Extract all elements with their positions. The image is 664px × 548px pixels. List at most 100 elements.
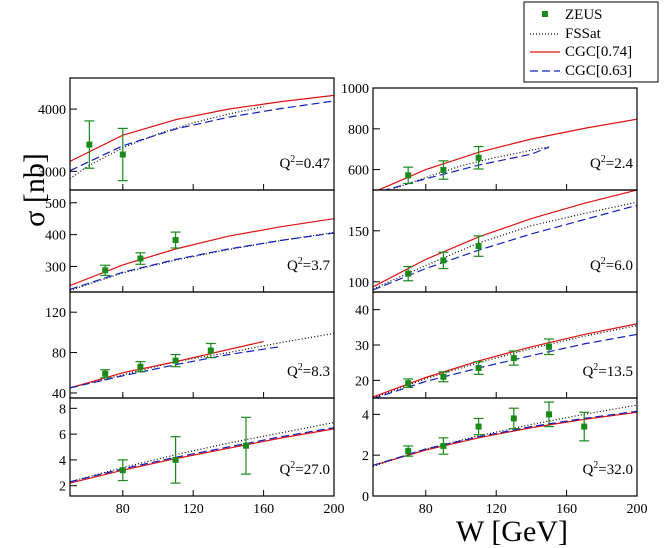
y-tick-label: 40	[355, 304, 369, 319]
q2-letter: Q	[287, 258, 298, 274]
data-point	[510, 415, 517, 422]
y-axis-label: σ [nb]	[18, 153, 51, 227]
data-point	[119, 467, 126, 474]
q2-superscript: 2	[290, 154, 295, 165]
curve-cgc063	[70, 427, 334, 483]
panel-6: 20 30 40 Q2=13.5	[355, 291, 638, 399]
data-point	[440, 373, 447, 380]
panel-frame	[69, 77, 335, 191]
y-tick-label: 80	[52, 347, 66, 362]
y-tick-label: 6	[59, 428, 66, 443]
data-point	[86, 141, 93, 148]
curve-fssat	[373, 404, 637, 467]
data-point	[243, 442, 249, 449]
q2-letter: Q	[287, 364, 298, 380]
panel-4: 100 150 Q2=6.0	[348, 189, 638, 293]
data-point	[546, 411, 552, 418]
panel-2: 600 800 1000 Q2=2.4	[341, 82, 638, 191]
q2-value: =13.5	[598, 364, 633, 380]
q2-value: =0.47	[295, 156, 330, 172]
y-tick-label: 100	[348, 276, 369, 291]
data-point	[440, 257, 447, 264]
legend-marker-zeus	[542, 11, 548, 17]
legend-label-cgc074: CGC[0.74]	[565, 44, 632, 60]
x-tick-label: 80	[419, 502, 433, 517]
legend-label-cgc063: CGC[0.63]	[565, 63, 632, 79]
q2-value: =2.4	[606, 156, 634, 172]
y-tick-label: 4	[59, 454, 66, 469]
data-point	[172, 357, 179, 364]
q2-value: =27.0	[295, 462, 330, 478]
data-point	[405, 172, 412, 179]
q2-superscript: 2	[601, 154, 606, 165]
data-point	[440, 167, 447, 174]
data-point	[119, 151, 126, 158]
q2-value: =3.7	[303, 258, 331, 274]
q2-label: Q2=3.7	[287, 256, 331, 274]
curve-cgc074	[373, 190, 637, 288]
data-point	[405, 270, 412, 277]
data-point	[207, 347, 214, 354]
data-point	[440, 442, 447, 449]
curve-cgc074	[373, 323, 637, 398]
data-point	[102, 370, 109, 377]
y-tick-label: 0	[362, 490, 369, 505]
q2-label: Q2=13.5	[582, 362, 633, 380]
y-tick-label: 2	[362, 449, 369, 464]
curve-cgc074	[70, 428, 334, 484]
q2-label: Q2=0.47	[279, 154, 330, 172]
data-point	[172, 237, 179, 244]
x-tick-label: 120	[486, 502, 507, 517]
q2-letter: Q	[590, 156, 601, 172]
data-point	[546, 343, 552, 350]
curve-cgc074	[377, 118, 637, 190]
y-tick-label: 120	[45, 306, 66, 321]
q2-letter: Q	[582, 364, 593, 380]
y-tick-label: 400	[45, 229, 66, 244]
q2-label: Q2=6.0	[590, 256, 633, 274]
x-axis-label: W [GeV]	[456, 515, 568, 548]
curve-fssat	[70, 332, 334, 389]
q2-label: Q2=32.0	[582, 460, 633, 478]
y-tick-label: 600	[348, 164, 369, 179]
y-tick-label: 20	[355, 374, 369, 389]
y-tick-label: 8	[59, 402, 66, 417]
data-point	[475, 243, 482, 250]
data-point	[475, 154, 482, 161]
curve-cgc063	[70, 100, 334, 172]
legend-label-zeus: ZEUS	[565, 7, 603, 23]
q2-label: Q2=27.0	[279, 460, 330, 478]
x-tick-label: 80	[116, 502, 130, 517]
legend: ZEUS FSSat CGC[0.74] CGC[0.63]	[523, 1, 659, 83]
panel-frame	[69, 397, 335, 497]
q2-letter: Q	[582, 462, 593, 478]
data-point	[581, 423, 588, 430]
x-tick-label: 160	[556, 502, 577, 517]
curve-fssat	[70, 106, 264, 180]
y-tick-label: 3000	[38, 165, 66, 180]
y-tick-label: 4	[362, 408, 369, 423]
data-point	[475, 364, 482, 371]
y-tick-label: 40	[52, 387, 66, 402]
q2-label: Q2=2.4	[590, 154, 634, 172]
panel-frame	[372, 397, 638, 497]
curve-fssat	[390, 146, 550, 190]
panel-frame	[372, 189, 638, 293]
data-point	[102, 267, 109, 274]
q2-letter: Q	[279, 462, 290, 478]
q2-value: =32.0	[598, 462, 633, 478]
y-tick-label: 2	[59, 480, 66, 495]
curve-cgc074	[70, 94, 334, 162]
q2-value: =6.0	[606, 258, 633, 274]
curve-fssat	[373, 201, 637, 290]
y-tick-label: 4000	[38, 103, 66, 118]
x-tick-label: 120	[183, 502, 204, 517]
curve-cgc063	[70, 232, 334, 290]
panel-5: 40 80 120 Q2=8.3	[45, 291, 335, 402]
q2-superscript: 2	[298, 362, 303, 373]
data-point	[510, 355, 517, 362]
data-point	[137, 255, 144, 262]
